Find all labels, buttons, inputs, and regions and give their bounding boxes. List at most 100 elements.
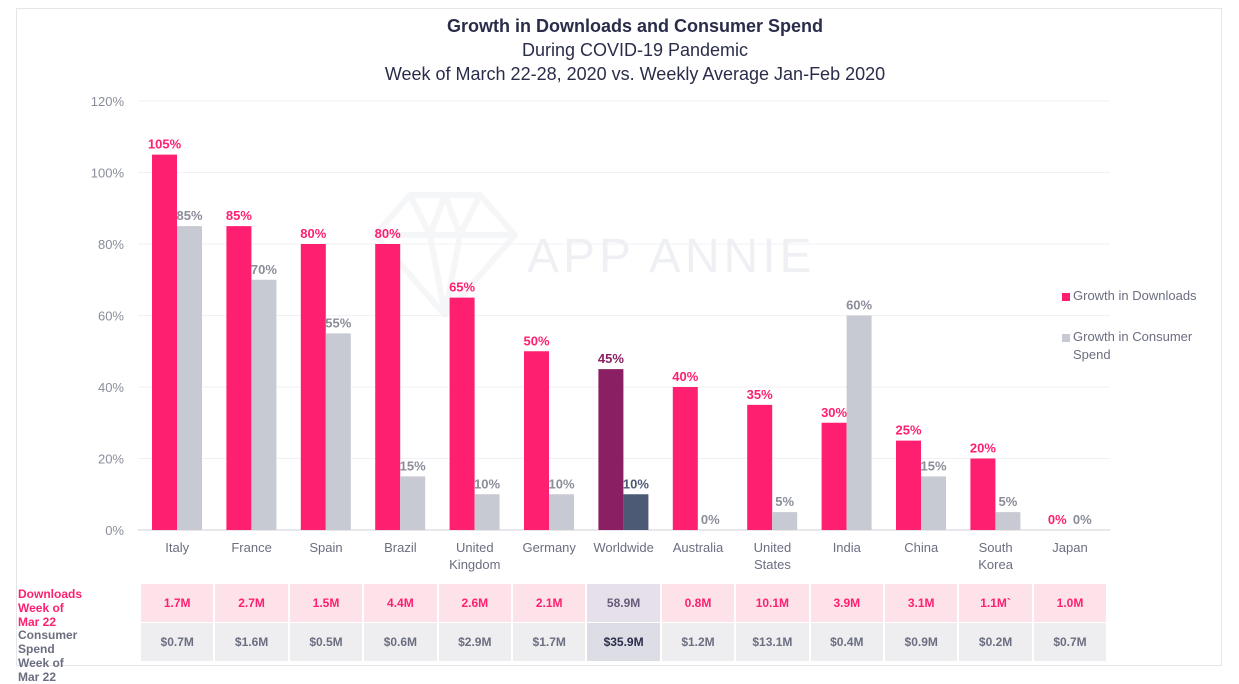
table-cell-downloads: 1.1M` [959, 584, 1032, 622]
bar-downloads [524, 351, 549, 530]
table-cell-downloads: 1.7M [141, 584, 214, 622]
watermark-diamond-shape [372, 192, 518, 318]
table-cell-spend: $0.4M [810, 623, 883, 661]
data-label-spend: 5% [999, 494, 1018, 509]
x-tick-label: Italy [165, 540, 189, 555]
data-label-spend: 55% [325, 315, 351, 330]
bar-spend [846, 315, 872, 530]
table-cell-spend: $1.7M [513, 623, 586, 661]
data-label-downloads: 0% [1048, 512, 1067, 527]
data-label-downloads: 50% [523, 333, 549, 348]
row-label-spend-line2: Week of Mar 22 [18, 656, 64, 684]
bar-downloads [226, 226, 252, 530]
row-label-downloads-line1: Downloads [18, 587, 83, 601]
table-cell-spend: $0.6M [364, 623, 437, 661]
x-tick-label: China [904, 540, 939, 555]
chart-title-block: Growth in Downloads and Consumer Spend D… [0, 14, 1239, 86]
table-cell-downloads: 3.1M [885, 584, 958, 622]
data-label-downloads: 65% [449, 280, 475, 295]
legend-swatch-spend [1062, 333, 1070, 342]
table-cell-downloads: 3.9M [810, 584, 883, 622]
bar-spend [921, 476, 946, 530]
bar-spend [474, 494, 500, 530]
table-cell-spend: $1.6M [215, 623, 288, 661]
table-cell-downloads: 2.6M [438, 584, 511, 622]
legend-item-spend: Growth in Consumer Spend [1062, 328, 1192, 364]
table-cell-spend: $0.7M [1033, 623, 1107, 661]
x-tick-label: Worldwide [593, 540, 653, 555]
x-tick-label: United [754, 540, 792, 555]
bar-spend [251, 279, 277, 530]
data-label-downloads: 85% [226, 208, 252, 223]
chart-subtitle: During COVID-19 Pandemic [521, 40, 749, 60]
table-cell-downloads: 2.1M [513, 584, 586, 622]
watermark-logo-icon [372, 192, 518, 318]
row-label-spend: Consumer Spend Week of Mar 22 [18, 628, 77, 684]
legend-swatch-downloads [1062, 292, 1070, 301]
data-label-spend: 85% [176, 208, 202, 223]
bar-downloads [896, 440, 921, 530]
x-tick-label: South [979, 540, 1013, 555]
data-label-downloads: 25% [895, 423, 921, 438]
row-label-downloads-line2: Week of Mar 22 [18, 601, 64, 629]
table-cell-spend: $0.7M [141, 623, 214, 661]
x-tick-label: Spain [309, 540, 342, 555]
data-label-downloads: 35% [747, 387, 773, 402]
data-label-spend: 15% [400, 458, 426, 473]
y-tick-label: 120% [91, 94, 125, 109]
bar-downloads [970, 458, 996, 530]
x-tick-label: Brazil [384, 540, 417, 555]
x-tick-label: France [231, 540, 271, 555]
table-cell-spend: $35.9M [587, 623, 660, 661]
table-cell-downloads: 0.8M [661, 584, 735, 622]
data-label-spend: 70% [251, 262, 277, 277]
y-tick-label: 0% [105, 523, 124, 538]
bar-spend [400, 476, 426, 530]
table-cell-downloads: 1.0M [1033, 584, 1107, 622]
table-cell-downloads: 58.9M [587, 584, 660, 622]
chart-subtitle-date-range: Week of March 22-28, 2020 vs. Weekly Ave… [384, 64, 886, 84]
bar-downloads [449, 297, 475, 530]
bar-downloads [598, 369, 624, 530]
x-tick-label: India [833, 540, 862, 555]
bar-downloads [300, 244, 326, 530]
bar-spend [325, 333, 351, 530]
data-label-spend: 60% [846, 298, 872, 313]
x-tick-label: Australia [673, 540, 724, 555]
bar-spend [995, 512, 1021, 530]
data-label-spend: 15% [920, 458, 946, 473]
y-tick-label: 20% [98, 452, 124, 467]
table-cell-spend: $0.5M [289, 623, 363, 661]
data-label-spend: 0% [1073, 512, 1092, 527]
bar-spend [772, 512, 798, 530]
table-cell-spend: $0.9M [885, 623, 958, 661]
x-tick-label: Korea [978, 557, 1013, 572]
bar-downloads [821, 422, 847, 530]
legend-label-downloads: Growth in Downloads [1073, 288, 1197, 303]
bar-downloads [152, 154, 177, 530]
data-label-downloads: 80% [300, 226, 326, 241]
data-label-spend: 10% [474, 476, 500, 491]
data-label-spend: 10% [548, 476, 574, 491]
table-cell-downloads: 4.4M [364, 584, 437, 622]
row-label-spend-line1: Consumer Spend [18, 628, 78, 656]
table-cell-spend: $2.9M [438, 623, 511, 661]
data-label-spend: 10% [623, 476, 649, 491]
data-label-downloads: 105% [148, 137, 182, 152]
y-tick-label: 80% [98, 237, 124, 252]
x-tick-label: Japan [1052, 540, 1087, 555]
x-tick-label: Germany [522, 540, 576, 555]
y-tick-label: 100% [91, 166, 125, 181]
legend-label-spend-line1: Growth in Consumer [1073, 329, 1193, 344]
legend-item-downloads: Growth in Downloads [1062, 288, 1197, 303]
bar-spend [549, 494, 574, 530]
x-tick-label: United [456, 540, 494, 555]
x-tick-label: States [754, 557, 791, 572]
bar-downloads [672, 387, 698, 530]
data-label-downloads: 40% [672, 369, 698, 384]
watermark-text: APP ANNIE [527, 230, 816, 283]
table-cell-downloads: 2.7M [215, 584, 288, 622]
table-cell-downloads: 10.1M [736, 584, 809, 622]
y-tick-label: 40% [98, 380, 124, 395]
